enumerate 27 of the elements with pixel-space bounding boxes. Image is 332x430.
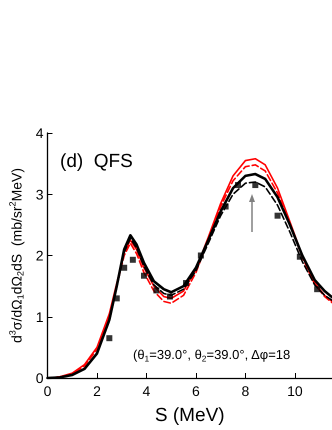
point — [274, 212, 281, 219]
x-tick-label: 6 — [192, 383, 200, 399]
x-tick-label: 2 — [93, 383, 102, 399]
point — [140, 272, 147, 279]
y-tick-label: 1 — [36, 308, 44, 325]
point — [183, 280, 190, 286]
x-tick-label: 10 — [287, 383, 303, 399]
point — [296, 254, 303, 260]
point — [222, 204, 229, 210]
point — [121, 264, 128, 271]
point — [234, 182, 241, 188]
y-tick-label: 3 — [36, 186, 44, 202]
y-tick-label: 2 — [36, 248, 44, 264]
y-tick-label: 4 — [36, 125, 44, 141]
point — [153, 287, 160, 294]
x-axis-title: S (MeV) — [154, 405, 225, 426]
annotation: (d) QFS — [60, 151, 133, 172]
point — [106, 335, 112, 342]
point — [130, 256, 136, 263]
text: d3σ/dΩ1dΩ2dS (mb/sr2MeV) — [8, 168, 26, 344]
y-tick-label: 0 — [36, 370, 44, 386]
point — [166, 294, 173, 300]
point — [314, 286, 320, 292]
x-tick-label: 8 — [242, 383, 250, 399]
point — [198, 252, 204, 258]
x-tick-label: 4 — [142, 383, 151, 399]
point — [252, 182, 258, 188]
